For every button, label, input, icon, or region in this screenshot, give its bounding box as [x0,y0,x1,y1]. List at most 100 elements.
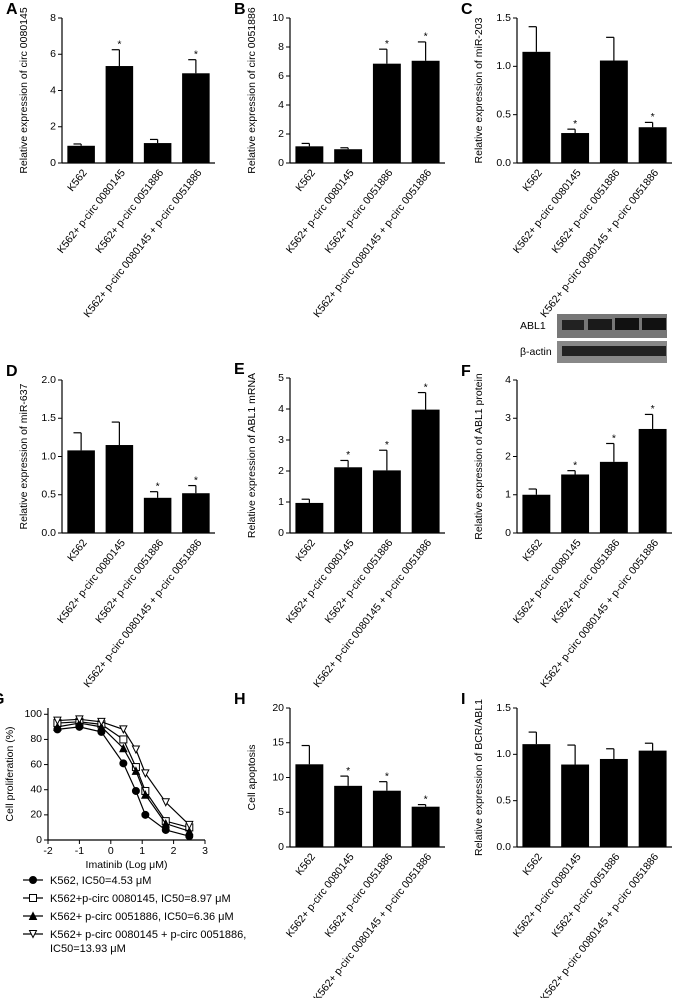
bar [638,750,667,847]
significance-mark: * [385,439,389,451]
legend-label: K562+ p-circ 0080145 + p-circ 0051886, I… [50,929,247,955]
bar [105,445,134,533]
legend-item: K562+ p-circ 0080145 + p-circ 0051886, I… [22,928,257,956]
marker [29,876,37,884]
bar [372,63,401,163]
significance-mark: * [573,118,577,130]
x-tick-label: K562+ p-circ 0051886 [323,537,396,626]
y-tick-label: 0.0 [496,841,511,853]
blot-band [562,346,666,356]
bar [295,502,324,533]
bar [372,470,401,533]
x-tick-label: K562+ p-circ 0080145 [511,167,584,256]
y-tick-label: 1.0 [496,60,511,72]
x-tick-label: K562+ p-circ 0080145 [511,851,584,940]
y-tick-label: 1 [505,489,511,501]
y-tick-label: 2 [50,121,56,133]
blot-band [615,318,639,330]
y-tick-label: 2 [278,128,284,140]
legend: K562, IC50=4.53 μM K562+p-circ 0080145, I… [22,874,257,960]
significance-mark: * [385,770,389,782]
marker [119,759,128,768]
marker [131,766,141,775]
y-tick-label: 0.0 [496,157,511,169]
x-tick-label: K562 [293,537,318,564]
x-tick-label: K562 [65,167,90,194]
panel-label: E [234,361,245,378]
marker [119,743,128,753]
y-tick-label: 15 [272,737,284,749]
y-tick-label: 0 [278,527,284,539]
x-tick-label: K562+ p-circ 0080145 [511,537,584,626]
significance-mark: * [612,432,616,444]
y-tick-label: 2 [278,465,284,477]
blot-band [642,318,666,330]
marker [141,790,150,799]
x-tick-label: K562+ p-circ 0051886 [323,851,396,940]
bar [411,806,440,847]
x-tick-label: K562+ p-circ 0051886 [93,167,166,256]
y-tick-label: 2.0 [41,374,56,386]
x-tick-label: -2 [43,845,52,857]
bar [561,133,590,163]
marker [119,735,128,744]
bar [522,51,551,164]
marker [53,722,62,731]
marker [75,715,84,724]
significance-mark: * [424,381,428,393]
marker [141,769,150,778]
y-tick-label: 5 [278,806,284,818]
significance-mark: * [156,480,160,492]
y-tick-label: 0 [278,157,284,169]
legend-icon [23,876,43,884]
significance-mark: * [424,793,428,805]
y-tick-label: 1.5 [41,412,56,424]
y-tick-label: 0.5 [496,108,511,120]
x-tick-label: K562 [293,167,318,194]
marker [131,745,141,755]
y-tick-label: 0 [50,157,56,169]
y-tick-label: 4 [278,99,284,111]
y-tick-label: 1.5 [496,702,511,714]
y-tick-label: 0.5 [41,489,56,501]
panel-label: B [234,1,246,18]
x-tick-label: K562+ p-circ 0080145 [55,167,128,256]
bar [561,764,590,847]
x-axis-label: Imatinib (Log μM) [86,859,168,871]
series-line [57,722,190,832]
marker [131,786,140,795]
x-tick-label: K562+ p-circ 0080145 [284,537,357,626]
y-tick-label: 20 [30,809,42,821]
legend-item: K562, IC50=4.53 μM [22,874,257,888]
panel-label: D [6,363,18,380]
marker [161,798,171,807]
bar [372,790,401,847]
bar [143,497,172,533]
significance-mark: * [346,765,350,777]
bar [638,428,667,533]
significance-mark: * [194,48,198,60]
bar [334,467,363,533]
y-axis-label: Relative expression of circ 0080145 [18,7,30,174]
y-tick-label: 10 [272,12,284,24]
x-tick-label: K562 [293,851,318,878]
legend-icon [23,930,43,939]
y-axis-label: Relative expression of ABL1 mRNA [246,373,258,538]
x-tick-label: K562+ p-circ 0051886 [550,167,623,256]
bar [334,785,363,847]
significance-mark: * [385,38,389,50]
y-tick-label: 40 [30,783,42,795]
y-tick-label: 20 [272,702,284,714]
panel-label: H [234,691,246,708]
bar [411,409,440,533]
legend-label: K562+p-circ 0080145, IC50=8.97 μM [50,893,231,905]
marker [141,810,150,819]
y-tick-label: 0.0 [41,527,56,539]
x-tick-label: K562 [65,537,90,564]
y-tick-label: 8 [278,41,284,53]
significance-mark: * [424,31,428,43]
x-tick-label: K562+ p-circ 0080145 [55,537,128,626]
x-tick-label: K562 [520,167,545,194]
y-tick-label: 100 [24,708,42,720]
bar [522,494,551,533]
